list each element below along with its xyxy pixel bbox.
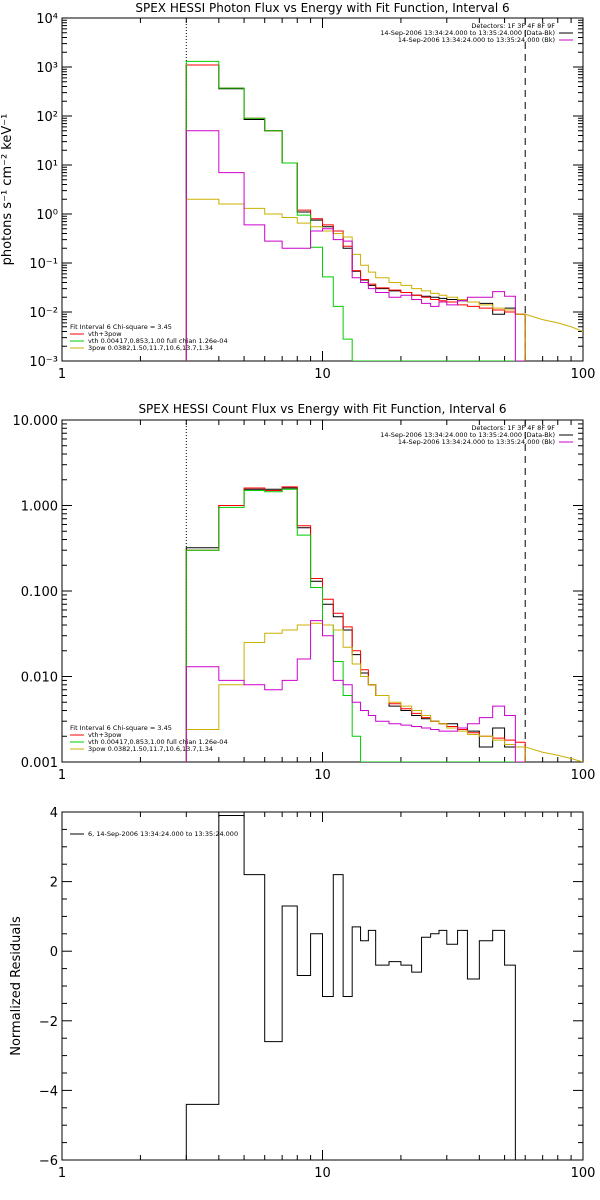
legend-left-entry: Fit Interval 6 Chi-square = 3.45 <box>70 724 172 732</box>
y-axis-label: Normalized Residuals <box>9 916 24 1056</box>
y-tick-label: 10⁻³ <box>29 355 58 370</box>
legend-left-entry: 3pow 0.0382,1.50,11.7,10.6,13.7,1.34 <box>88 344 213 352</box>
series-line-1 <box>185 64 526 361</box>
chart-title: SPEX HESSI Count Flux vs Energy with Fit… <box>138 402 506 416</box>
series-line-5 <box>185 130 526 361</box>
y-tick-label: 10⁻² <box>29 306 58 321</box>
series-extension-line <box>525 313 583 332</box>
y-tick-label: 0 <box>50 945 58 960</box>
y-tick-label: −4 <box>39 1084 58 1099</box>
x-tick-label: 1 <box>58 768 66 783</box>
series-line-4 <box>185 622 526 762</box>
y-tick-label: 10² <box>36 110 58 125</box>
chart-title: SPEX HESSI Photon Flux vs Energy with Fi… <box>135 1 509 15</box>
x-tick-label: 10 <box>314 1166 331 1181</box>
legend-right-entry: 14-Sep-2006 13:34:24.000 to 13:35:24.000… <box>380 29 555 37</box>
series-line-1 <box>185 814 526 1160</box>
legend-left-entry: vth 0.00417,0.853,1.00 full chian 1.26e-… <box>88 738 228 746</box>
y-tick-label: 0.100 <box>21 585 58 600</box>
y-tick-label: 0.001 <box>21 756 58 771</box>
legend-right-entry: 14-Sep-2006 13:34:24.000 to 13:35:24.000… <box>380 431 555 439</box>
legend-right-entry: 14-Sep-2006 13:34:24.000 to 13:35:24.000… <box>398 36 555 44</box>
series-group <box>185 486 583 762</box>
y-tick-label: −2 <box>39 1015 58 1030</box>
x-tick-label: 100 <box>571 1166 596 1181</box>
x-tick-label: 100 <box>571 367 596 382</box>
series-group <box>185 60 583 361</box>
y-tick-label: −6 <box>39 1154 58 1169</box>
y-axis-label: photons s⁻¹ cm⁻² keV⁻¹ <box>0 114 15 266</box>
chart-panel-2: SPEX HESSI Count Flux vs Energy with Fit… <box>13 402 596 783</box>
x-tick-label: 10 <box>314 367 331 382</box>
x-tick-label: 100 <box>571 768 596 783</box>
legend-left-entry: vth 0.00417,0.853,1.00 full chian 1.26e-… <box>88 337 228 345</box>
series-line-3 <box>185 488 526 762</box>
series-line-5 <box>185 620 526 762</box>
y-tick-label: 10⁻¹ <box>29 257 58 272</box>
legend-right-entry: Detectors: 1F 3F 4F 8F 9F <box>471 424 555 432</box>
legend-left-entry: vth+3pow <box>88 731 122 739</box>
chart-panel-1: SPEX HESSI Photon Flux vs Energy with Fi… <box>0 1 595 382</box>
series-line-4 <box>185 198 526 361</box>
legend-left-entry: 3pow 0.0382,1.50,11.7,10.6,13.7,1.34 <box>88 745 213 753</box>
x-tick-label: 1 <box>58 1166 66 1181</box>
series-group <box>185 814 526 1160</box>
legend-left-entry: 6, 14-Sep-2006 13:34:24.000 to 13:35:24.… <box>88 830 238 838</box>
series-line-3 <box>185 60 526 361</box>
chart-panel-3: 1 10 100 −6 −4 −2 0 2 4 Normalized Residuals 6, 14… <box>9 806 595 1181</box>
x-tick-label: 10 <box>314 768 331 783</box>
y-tick-label: 2 <box>50 876 58 891</box>
y-tick-label: 4 <box>50 806 58 821</box>
y-tick-label: 1.000 <box>21 500 58 515</box>
y-tick-label: 10¹ <box>36 159 58 174</box>
legend-left-entry: Fit Interval 6 Chi-square = 3.45 <box>70 323 172 331</box>
y-tick-label: 10⁰ <box>36 208 58 223</box>
x-tick-label: 1 <box>58 367 66 382</box>
legend-right-entry: Detectors: 1F 3F 4F 8F 9F <box>471 22 555 30</box>
y-tick-label: 10.000 <box>13 414 59 429</box>
y-tick-label: 10³ <box>36 61 58 76</box>
series-line-1 <box>185 487 526 762</box>
series-line-2 <box>185 64 526 361</box>
legend-left-entry: vth+3pow <box>88 330 122 338</box>
series-line-2 <box>185 486 526 762</box>
series-extension-line <box>525 746 583 762</box>
y-tick-label: 0.010 <box>21 671 58 686</box>
legend-right-entry: 14-Sep-2006 13:34:24.000 to 13:35:24.000… <box>398 438 555 446</box>
y-tick-label: 10⁴ <box>36 12 58 27</box>
